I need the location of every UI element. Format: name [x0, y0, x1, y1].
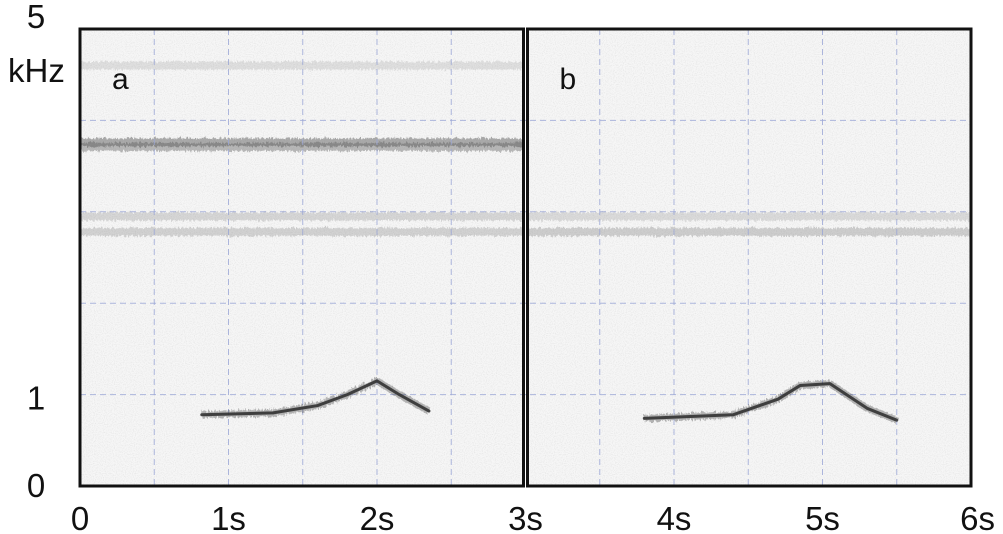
panel-a-noise — [80, 29, 524, 486]
noise-band — [80, 142, 524, 151]
panel-b-noise — [527, 29, 971, 486]
noise-band — [80, 138, 524, 147]
x-tick-labels: 0 1s 2s 3s 4s 5s 6s — [71, 500, 995, 534]
y-unit-label: kHz — [8, 52, 65, 89]
panel-a-frame — [78, 27, 525, 488]
y-tick-label: 0 — [27, 467, 45, 504]
y-tick-labels: 0 1 5 — [27, 0, 45, 504]
panel-b-background — [527, 29, 971, 486]
x-tick-label: 4s — [657, 500, 692, 534]
noise-band — [80, 61, 524, 70]
grid-lines — [80, 29, 971, 486]
panel-label-b: b — [560, 63, 577, 96]
noise-band — [80, 227, 524, 236]
x-tick-label: 3s — [508, 500, 543, 534]
panel-a-call — [200, 377, 431, 419]
x-tick-label: 5s — [805, 500, 840, 534]
x-tick-label: 0 — [71, 500, 89, 534]
y-tick-label: 5 — [27, 0, 45, 35]
panel-frames — [78, 27, 973, 488]
call-contour — [200, 379, 431, 417]
noise-band — [527, 212, 971, 221]
panel-a-background — [80, 29, 524, 486]
noise-band — [527, 227, 971, 236]
y-tick-label: 1 — [27, 380, 45, 417]
noise-band — [80, 212, 524, 221]
call-contour — [642, 382, 899, 422]
x-tick-label: 6s — [960, 500, 995, 534]
call-contours — [200, 377, 899, 424]
panel-b-call — [642, 380, 899, 424]
panel-b-frame — [526, 27, 973, 488]
x-tick-label: 2s — [360, 500, 395, 534]
x-tick-label: 1s — [211, 500, 246, 534]
panel-label-a: a — [112, 63, 129, 96]
